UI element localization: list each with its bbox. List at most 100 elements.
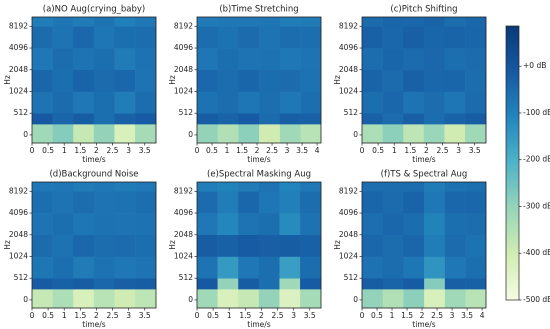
y-tick-label: 0 [23, 130, 28, 139]
spectrogram-cell [423, 48, 445, 71]
spectrogram-cell [32, 234, 53, 257]
y-tick-label: 4096 [9, 43, 28, 52]
spectrogram-cell [444, 256, 466, 279]
y-tick-label: 512 [344, 108, 359, 117]
x-axis-label: time/s [412, 155, 435, 164]
y-tick-label: 0 [23, 295, 28, 304]
spectrogram-cell [362, 17, 383, 27]
y-tick-label: 4096 [9, 208, 28, 217]
spectrogram-cell [238, 278, 260, 290]
spectrogram-cell [52, 256, 74, 279]
y-tick-label: 4096 [174, 208, 193, 217]
y-tick-label: 8192 [174, 186, 193, 195]
spectrogram-cell [135, 69, 157, 92]
x-tick-label: 0.5 [42, 311, 54, 320]
spectrogram-cell [403, 191, 425, 214]
colorbar-tick-label: +0 dB [523, 61, 546, 70]
spectrogram-cell [73, 256, 95, 279]
spectrogram-cell [259, 91, 281, 114]
spectrogram-cell [300, 256, 322, 279]
x-tick-label: 2 [259, 311, 264, 320]
x-tick-label: 3 [285, 146, 290, 155]
x-tick-label: 0 [360, 311, 365, 320]
y-axis-label: Hz [3, 75, 12, 85]
spectrogram-cell [52, 234, 74, 257]
spectrogram-cell [135, 17, 157, 27]
spectrogram-cell [73, 289, 95, 309]
x-axis-label: time/s [82, 155, 105, 164]
spectrogram-cell [465, 234, 487, 257]
x-tick-label: 3.5 [461, 311, 473, 320]
spectrogram-cell [423, 26, 445, 49]
spectrogram-cell [93, 124, 115, 144]
spectrogram-cell [197, 234, 218, 257]
spectrogram-cell [465, 182, 487, 192]
spectrogram-cell [465, 48, 487, 71]
spectrogram-cell [444, 182, 466, 192]
spectrogram-cell [300, 113, 322, 125]
spectrogram-cell [73, 213, 95, 236]
spectrogram-cell [238, 182, 260, 192]
spectrogram-cell [93, 182, 115, 192]
spectrogram-cell [423, 91, 445, 114]
spectrogram-cell [93, 278, 115, 290]
spectrogram-cell [300, 69, 322, 92]
spectrogram-cell [423, 69, 445, 92]
spectrogram-cell [238, 17, 260, 27]
spectrogram-cell [32, 213, 53, 236]
x-tick-label: 2 [94, 146, 99, 155]
spectrogram-cell [403, 48, 425, 71]
spectrogram-cell [52, 213, 74, 236]
spectrogram-cell [403, 69, 425, 92]
y-tick-label: 1024 [9, 86, 28, 95]
spectrogram-cell [382, 48, 404, 71]
x-tick-label: 1.5 [74, 311, 86, 320]
spectrogram-cell [93, 17, 115, 27]
x-tick-label: 3.5 [304, 311, 316, 320]
spectrogram-cell [32, 113, 53, 125]
spectrogram-cell [197, 256, 218, 279]
spectrogram-cell [403, 113, 425, 125]
spectrogram-cell [403, 17, 425, 27]
x-axis-label: time/s [247, 155, 270, 164]
spectrogram-cell [403, 289, 425, 309]
spectrogram-cell [382, 124, 404, 144]
y-tick-label: 8192 [339, 21, 358, 30]
spectrogram-cell [114, 289, 136, 309]
spectrogram-cell [114, 69, 136, 92]
spectrogram-cell [403, 256, 425, 279]
spectrogram-cell [424, 234, 446, 257]
y-axis-label: Hz [333, 75, 342, 85]
y-tick-label: 1024 [339, 251, 358, 260]
spectrogram-cell [135, 26, 157, 49]
spectrogram-cell [362, 91, 383, 114]
spectrogram-cell [362, 256, 384, 279]
x-tick-label: 3 [291, 311, 296, 320]
x-tick-label: 0.5 [371, 311, 383, 320]
spectrogram-cell [465, 278, 487, 290]
spectrogram-cell [300, 17, 322, 27]
y-tick-label: 512 [179, 273, 194, 282]
spectrogram-cell [424, 191, 446, 214]
spectrogram-cell [403, 234, 425, 257]
spectrogram-cell [32, 191, 53, 214]
spectrogram-cell [279, 278, 301, 290]
spectrogram-cell [114, 213, 136, 236]
spectrogram-cell [279, 48, 301, 71]
spectrogram-cell [444, 191, 466, 214]
y-axis-label: Hz [168, 75, 177, 85]
y-axis-label: Hz [168, 240, 177, 250]
x-tick-label: 1 [225, 146, 230, 155]
spectrogram-cell [424, 213, 446, 236]
x-tick-label: 4 [480, 311, 485, 320]
spectrogram-cell [135, 191, 157, 214]
spectrogram-cell [197, 91, 219, 114]
spectrogram-cell [465, 213, 487, 236]
spectrogram-cell [93, 48, 115, 71]
spectrogram-cell [423, 124, 445, 144]
spectrogram-cell [279, 256, 301, 279]
spectrogram-cell [279, 26, 301, 49]
x-tick-label: 3.5 [469, 146, 481, 155]
spectrogram-cell [382, 113, 404, 125]
